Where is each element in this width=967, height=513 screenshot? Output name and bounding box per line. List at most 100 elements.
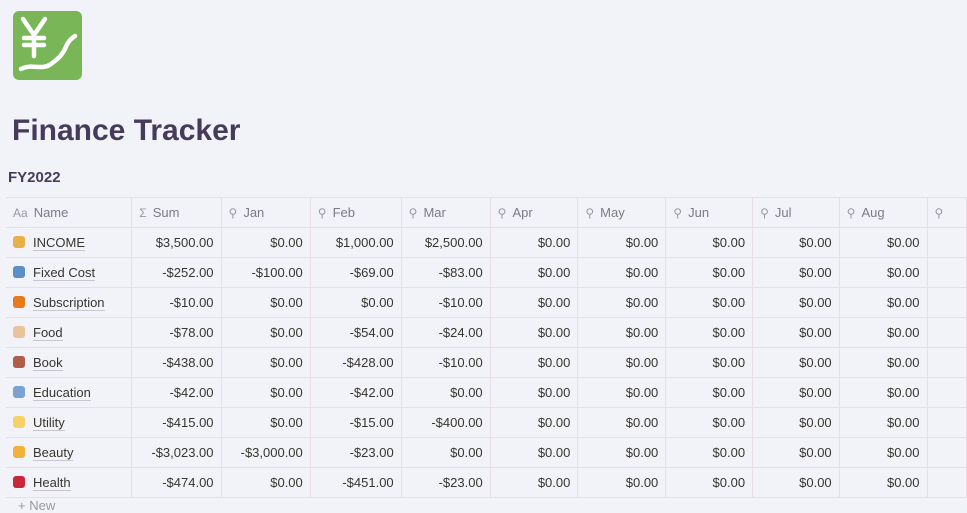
value-cell[interactable]: $2,500.00 xyxy=(401,227,491,258)
value-cell[interactable]: $0.00 xyxy=(752,407,840,438)
value-cell[interactable]: $1,000.00 xyxy=(310,227,402,258)
table-row[interactable]: Book -$438.00 $0.00 -$428.00 -$10.00 $0.00 $0.… xyxy=(6,347,967,378)
value-cell[interactable]: $0.00 xyxy=(752,257,840,288)
table-row[interactable]: Food -$78.00 $0.00 -$54.00 -$24.00 $0.00 $0.00… xyxy=(6,317,967,348)
value-cell[interactable]: $0.00 xyxy=(839,287,928,318)
row-name-link[interactable]: Utility xyxy=(33,415,65,431)
table-row[interactable]: Health -$474.00 $0.00 -$451.00 -$23.00 $0.00 $… xyxy=(6,467,967,498)
row-name-link[interactable]: Fixed Cost xyxy=(33,265,96,281)
value-cell[interactable]: $0.00 xyxy=(221,227,311,258)
value-cell[interactable]: $0.00 xyxy=(752,377,840,408)
row-name-link[interactable]: Book xyxy=(33,355,63,371)
row-name-link[interactable]: Subscription xyxy=(33,295,105,311)
value-cell[interactable]: $0.00 xyxy=(839,377,928,408)
column-header-apr[interactable]: ⚲ Apr xyxy=(490,197,579,228)
name-cell[interactable]: Health xyxy=(6,467,133,498)
value-cell[interactable]: $0.00 xyxy=(839,227,928,258)
name-cell[interactable]: INCOME xyxy=(6,227,133,258)
table-row[interactable]: Fixed Cost -$252.00 -$100.00 -$69.00 -$83.00… xyxy=(6,257,967,288)
value-cell[interactable]: $0.00 xyxy=(839,317,928,348)
name-cell[interactable]: Book xyxy=(6,347,133,378)
value-cell[interactable]: -$100.00 xyxy=(221,257,311,288)
value-cell[interactable]: -$400.00 xyxy=(401,407,491,438)
value-cell[interactable]: $0.00 xyxy=(577,227,667,258)
table-row[interactable]: Education -$42.00 $0.00 -$42.00 $0.00 $0.00 $0… xyxy=(6,377,967,408)
value-cell[interactable]: -$10.00 xyxy=(131,287,222,318)
value-cell[interactable]: $0.00 xyxy=(665,347,754,378)
value-cell[interactable]: -$438.00 xyxy=(131,347,222,378)
value-cell[interactable]: $0.00 xyxy=(577,257,667,288)
column-header-jan[interactable]: ⚲ Jan xyxy=(221,197,311,228)
value-cell[interactable]: $0.00 xyxy=(221,287,311,318)
column-header-may[interactable]: ⚲ May xyxy=(577,197,667,228)
value-cell[interactable]: -$15.00 xyxy=(310,407,402,438)
value-cell[interactable]: $0.00 xyxy=(221,347,311,378)
value-cell[interactable]: $0.00 xyxy=(577,347,667,378)
value-cell[interactable]: $0.00 xyxy=(221,467,311,498)
column-header-jun[interactable]: ⚲ Jun xyxy=(665,197,754,228)
value-cell[interactable]: -$69.00 xyxy=(310,257,402,288)
value-cell[interactable]: -$54.00 xyxy=(310,317,402,348)
value-cell[interactable]: $0.00 xyxy=(839,257,928,288)
value-cell[interactable] xyxy=(927,467,967,498)
value-cell[interactable]: $0.00 xyxy=(839,467,928,498)
value-cell[interactable]: $0.00 xyxy=(221,317,311,348)
value-cell[interactable]: -$42.00 xyxy=(131,377,222,408)
value-cell[interactable]: $0.00 xyxy=(577,377,667,408)
value-cell[interactable]: -$23.00 xyxy=(310,437,402,468)
value-cell[interactable]: $0.00 xyxy=(490,257,579,288)
value-cell[interactable]: $0.00 xyxy=(665,467,754,498)
row-name-link[interactable]: Beauty xyxy=(33,445,74,461)
table-row[interactable]: Subscription -$10.00 $0.00 $0.00 -$10.00 $0.0… xyxy=(6,287,967,318)
value-cell[interactable] xyxy=(927,347,967,378)
table-row[interactable]: Utility -$415.00 $0.00 -$15.00 -$400.00 $0.00… xyxy=(6,407,967,438)
value-cell[interactable]: $0.00 xyxy=(839,407,928,438)
value-cell[interactable]: $0.00 xyxy=(221,407,311,438)
value-cell[interactable]: $0.00 xyxy=(752,227,840,258)
value-cell[interactable]: -$10.00 xyxy=(401,347,491,378)
column-header-aug[interactable]: ⚲ Aug xyxy=(839,197,928,228)
value-cell[interactable] xyxy=(927,287,967,318)
name-cell[interactable]: Education xyxy=(6,377,133,408)
value-cell[interactable] xyxy=(927,227,967,258)
value-cell[interactable]: $0.00 xyxy=(490,317,579,348)
value-cell[interactable]: -$24.00 xyxy=(401,317,491,348)
value-cell[interactable]: $0.00 xyxy=(665,257,754,288)
column-header-mar[interactable]: ⚲ Mar xyxy=(401,197,491,228)
name-cell[interactable]: Food xyxy=(6,317,133,348)
value-cell[interactable]: $0.00 xyxy=(310,287,402,318)
column-header-sep[interactable]: ⚲ xyxy=(927,197,967,228)
value-cell[interactable]: $0.00 xyxy=(665,407,754,438)
value-cell[interactable]: $0.00 xyxy=(221,377,311,408)
value-cell[interactable]: -$252.00 xyxy=(131,257,222,288)
value-cell[interactable] xyxy=(927,407,967,438)
value-cell[interactable]: $0.00 xyxy=(577,287,667,318)
value-cell[interactable]: $0.00 xyxy=(577,437,667,468)
name-cell[interactable]: Utility xyxy=(6,407,133,438)
value-cell[interactable]: $0.00 xyxy=(490,227,579,258)
value-cell[interactable]: $0.00 xyxy=(839,437,928,468)
value-cell[interactable]: -$42.00 xyxy=(310,377,402,408)
value-cell[interactable]: $0.00 xyxy=(490,377,579,408)
column-header-sum[interactable]: Σ Sum xyxy=(131,197,222,228)
value-cell[interactable]: -$10.00 xyxy=(401,287,491,318)
value-cell[interactable]: -$451.00 xyxy=(310,467,402,498)
value-cell[interactable]: $0.00 xyxy=(752,347,840,378)
value-cell[interactable]: $0.00 xyxy=(490,347,579,378)
name-cell[interactable]: Subscription xyxy=(6,287,133,318)
column-header-feb[interactable]: ⚲ Feb xyxy=(310,197,402,228)
value-cell[interactable]: -$428.00 xyxy=(310,347,402,378)
table-row[interactable]: INCOME $3,500.00 $0.00 $1,000.00 $2,500.00 $0… xyxy=(6,227,967,258)
name-cell[interactable]: Beauty xyxy=(6,437,133,468)
row-name-link[interactable]: INCOME xyxy=(33,235,85,251)
value-cell[interactable]: $0.00 xyxy=(752,467,840,498)
value-cell[interactable]: $0.00 xyxy=(490,407,579,438)
value-cell[interactable]: $0.00 xyxy=(490,437,579,468)
value-cell[interactable]: $0.00 xyxy=(401,437,491,468)
value-cell[interactable] xyxy=(927,377,967,408)
value-cell[interactable]: -$3,023.00 xyxy=(131,437,222,468)
value-cell[interactable]: $0.00 xyxy=(665,317,754,348)
value-cell[interactable]: $3,500.00 xyxy=(131,227,222,258)
row-name-link[interactable]: Health xyxy=(33,475,71,491)
value-cell[interactable]: $0.00 xyxy=(665,227,754,258)
